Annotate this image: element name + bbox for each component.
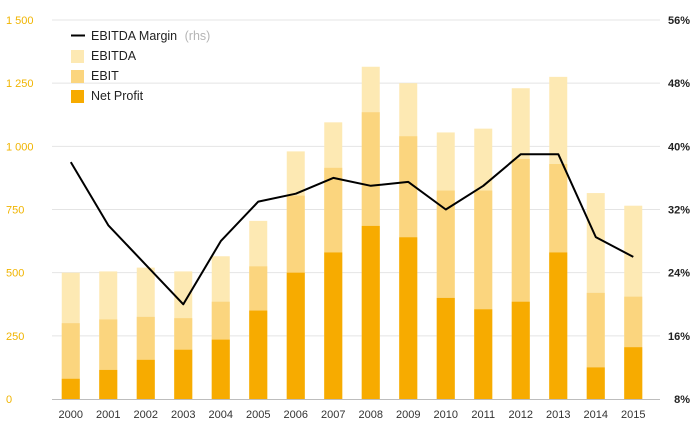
legend-label-rhs: (rhs) — [185, 29, 211, 43]
legend-swatch-ebit — [71, 70, 84, 83]
x-tick-label: 2009 — [396, 409, 420, 421]
y-right-tick-label: 32% — [668, 205, 690, 217]
x-axis: 2000 2001 2002 2003 2004 2005 2006 2007 2008 2009… — [59, 409, 646, 421]
bar-net-profit-2004 — [211, 339, 230, 399]
y-right-tick-label: 56% — [668, 15, 690, 27]
legend: EBITDA Margin (rhs) EBITDA EBIT Net Prof… — [71, 29, 210, 103]
bar-net-profit-2000 — [61, 378, 80, 399]
x-tick-label: 2000 — [59, 409, 83, 421]
legend-label-ebit: EBIT — [91, 69, 119, 83]
y-left-tick-label: 500 — [6, 268, 24, 280]
x-tick-label: 2013 — [546, 409, 570, 421]
bar-net-profit-2005 — [249, 310, 268, 399]
bar-net-profit-2006 — [286, 272, 305, 399]
y-axis-left: 0 250 500 750 1 000 1 250 1 500 — [6, 15, 34, 406]
x-tick-label: 2004 — [209, 409, 233, 421]
y-left-tick-label: 0 — [6, 394, 12, 406]
bar-net-profit-2009 — [399, 237, 418, 399]
bars — [61, 66, 643, 400]
bar-net-profit-2001 — [99, 369, 118, 399]
y-right-tick-label: 24% — [668, 268, 690, 280]
legend-swatch-net-profit — [71, 90, 84, 103]
x-tick-label: 2007 — [321, 409, 345, 421]
x-tick-label: 2003 — [171, 409, 195, 421]
bar-net-profit-2007 — [324, 252, 343, 399]
y-right-tick-label: 40% — [668, 141, 690, 153]
bar-net-profit-2008 — [361, 225, 380, 399]
x-tick-label: 2010 — [434, 409, 458, 421]
x-tick-label: 2001 — [96, 409, 120, 421]
y-right-tick-label: 48% — [668, 78, 690, 90]
bar-net-profit-2012 — [511, 301, 530, 399]
legend-label-ebitda: EBITDA — [91, 49, 137, 63]
x-tick-label: 2015 — [621, 409, 645, 421]
y-right-tick-label: 16% — [668, 331, 690, 343]
legend-label-net-profit: Net Profit — [91, 89, 144, 103]
y-left-tick-label: 250 — [6, 331, 24, 343]
bar-net-profit-2010 — [436, 297, 455, 399]
legend-swatch-ebitda — [71, 50, 84, 63]
x-tick-label: 2008 — [359, 409, 383, 421]
bar-net-profit-2013 — [549, 252, 568, 399]
y-left-tick-label: 750 — [6, 205, 24, 217]
margin-line — [69, 153, 634, 306]
svg-text:EBITDA Margin (rhs): EBITDA Margin (rhs) — [91, 29, 210, 43]
line-ebitda-margin — [69, 153, 634, 306]
bar-net-profit-2003 — [174, 349, 193, 399]
x-tick-label: 2012 — [509, 409, 533, 421]
bar-net-profit-2002 — [136, 359, 155, 399]
y-left-tick-label: 1 500 — [6, 15, 34, 27]
bar-net-profit-2011 — [474, 309, 493, 399]
bar-net-profit-2015 — [624, 347, 643, 399]
y-axis-right: 8% 16% 24% 32% 40% 48% 56% — [668, 15, 690, 406]
x-tick-label: 2014 — [584, 409, 608, 421]
x-tick-label: 2005 — [246, 409, 270, 421]
x-tick-label: 2006 — [284, 409, 308, 421]
y-right-tick-label: 8% — [674, 394, 690, 406]
y-left-tick-label: 1 000 — [6, 141, 34, 153]
y-left-tick-label: 1 250 — [6, 78, 34, 90]
bar-net-profit-2014 — [586, 367, 605, 399]
legend-label-ebitda-margin: EBITDA Margin — [91, 29, 177, 43]
x-tick-label: 2011 — [471, 409, 495, 421]
x-tick-label: 2002 — [134, 409, 158, 421]
